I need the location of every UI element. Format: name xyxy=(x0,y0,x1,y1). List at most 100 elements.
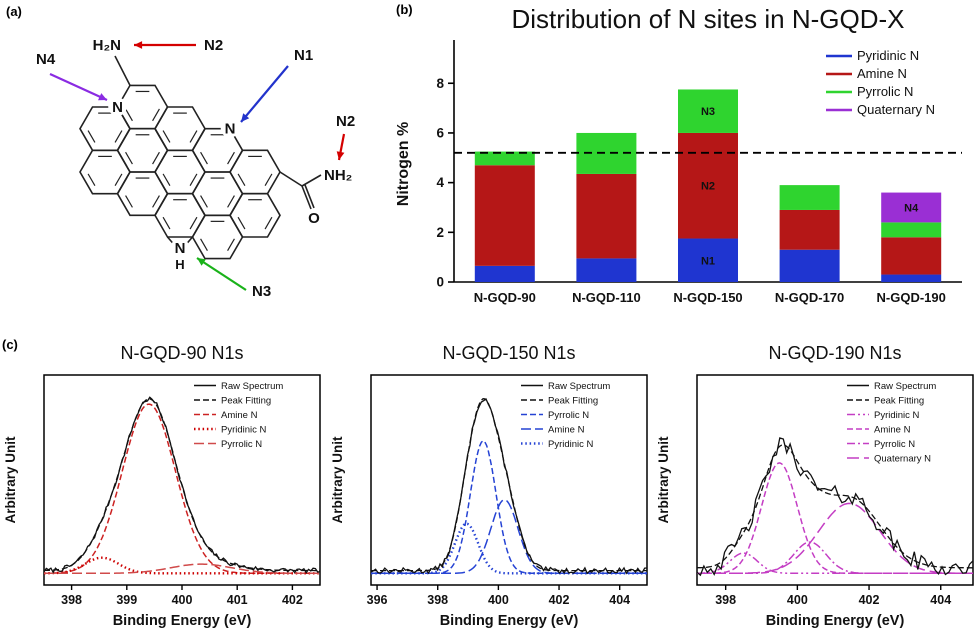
amine-group-label: H₂N xyxy=(93,37,121,54)
bond-amine xyxy=(114,55,131,86)
x-axis-label: Binding Energy (eV) xyxy=(113,613,252,629)
plot-frame xyxy=(370,374,648,586)
double-bond xyxy=(189,173,198,187)
y-tick-label: 2 xyxy=(436,225,444,240)
legend-label: Amine N xyxy=(548,425,585,436)
double-bond xyxy=(152,108,160,122)
plot-frame xyxy=(43,374,321,586)
plot-frame xyxy=(696,374,974,586)
x-category-label: N-GQD-110 xyxy=(572,290,641,305)
double-bond xyxy=(114,130,123,143)
legend-label: Amine N xyxy=(874,425,911,436)
double-bond xyxy=(162,173,171,187)
legend-label: Raw Spectrum xyxy=(874,381,936,392)
bar-segment-label: N3 xyxy=(701,106,715,118)
x-category-label: N-GQD-150 xyxy=(673,290,742,305)
bar-segment xyxy=(779,249,840,282)
bar-segment xyxy=(881,274,942,282)
amide-nitrogen: NH₂ xyxy=(324,167,352,184)
subplot-title: N-GQD-90 N1s xyxy=(120,343,243,363)
raw-curve xyxy=(370,397,648,575)
atom-halo xyxy=(171,256,189,273)
annotation-arrowhead xyxy=(134,41,143,49)
x-tick-label: 402 xyxy=(859,593,880,607)
double-bond xyxy=(237,216,246,230)
double-bond xyxy=(125,108,133,122)
site-label-n2-top: N2 xyxy=(204,37,223,54)
double-bond xyxy=(162,216,171,230)
double-bond xyxy=(152,195,160,208)
x-axis-label: Binding Energy (eV) xyxy=(766,613,905,629)
bar-segment xyxy=(678,132,738,239)
double-bond xyxy=(189,130,198,143)
x-category-label: N-GQD-90 xyxy=(474,290,536,305)
x-tick-label: 399 xyxy=(116,593,137,607)
bond-co-2 xyxy=(304,184,315,209)
legend-label: Amine N xyxy=(221,410,258,421)
y-tick-label: 6 xyxy=(436,125,444,140)
bar-segment xyxy=(678,89,738,133)
double-bond xyxy=(125,151,133,165)
component-curve xyxy=(44,556,320,575)
y-tick-label: 0 xyxy=(436,275,444,290)
annotation-arrow xyxy=(49,72,108,102)
site-label-n3: N3 xyxy=(252,283,271,300)
double-bond xyxy=(189,216,198,230)
double-bond xyxy=(227,151,235,165)
double-bond xyxy=(125,195,133,208)
bar-segment xyxy=(881,222,942,238)
x-tick-label: 400 xyxy=(787,593,808,607)
annotation-arrow xyxy=(240,65,289,123)
bar-segment xyxy=(779,185,840,210)
component-curve xyxy=(371,499,647,575)
legend-label: Pyridinic N xyxy=(548,439,594,450)
y-axis-label: Arbitrary Unit xyxy=(330,436,345,524)
subplot-title: N-GQD-150 N1s xyxy=(442,343,575,363)
legend-label: Amine N xyxy=(857,66,907,81)
bond-cn xyxy=(301,174,322,187)
bar-segment xyxy=(881,192,942,223)
x-axis-label: Binding Energy (eV) xyxy=(440,613,579,629)
bar-segment xyxy=(576,258,637,282)
double-bond xyxy=(227,195,235,208)
double-bond xyxy=(264,216,273,230)
xps-chart-ngqd150: N-GQD-150 N1s 396 398 400 402 404 Binding Ener… xyxy=(330,343,648,629)
component-curve xyxy=(697,462,973,575)
x-category-label: N-GQD-190 xyxy=(877,290,946,305)
subplot-title: N-GQD-190 N1s xyxy=(768,343,901,363)
component-curve xyxy=(43,403,320,575)
panel-a-label: (a) xyxy=(6,4,22,19)
pyrrolic-nitrogen: N xyxy=(175,240,186,257)
x-tick-label: 396 xyxy=(367,593,388,607)
amide-oxygen: O xyxy=(308,210,320,227)
legend-label: Peak Fitting xyxy=(874,396,924,407)
x-tick-label: 402 xyxy=(549,593,570,607)
raw-curve xyxy=(696,437,974,577)
x-tick-label: 402 xyxy=(282,593,303,607)
double-bond xyxy=(227,238,235,251)
component-curve xyxy=(371,522,647,575)
legend-label: Pyridinic N xyxy=(221,425,267,436)
legend-label: Pyridinic N xyxy=(857,48,919,63)
site-label-n4: N4 xyxy=(36,51,56,68)
legend-label: Raw Spectrum xyxy=(548,381,610,392)
component-curve xyxy=(697,541,973,575)
bond-co-1 xyxy=(301,185,312,210)
x-tick-label: 398 xyxy=(715,593,736,607)
double-bond xyxy=(200,195,208,208)
legend-label: Quaternary N xyxy=(874,454,931,465)
panel-b-label: (b) xyxy=(396,2,413,17)
raw-curve xyxy=(43,396,321,574)
legend-label: Pyridinic N xyxy=(874,410,920,421)
double-bond xyxy=(200,151,208,165)
legend-label: Pyrrolic N xyxy=(874,439,915,450)
x-tick-label: 398 xyxy=(427,593,448,607)
bar-chart-panel: Distribution of N sites in N-GQD-X Nitrog… xyxy=(395,4,962,305)
x-tick-label: 400 xyxy=(488,593,509,607)
component-curve xyxy=(44,563,320,575)
annotation-arrowhead xyxy=(197,258,206,266)
atom-halo xyxy=(108,97,127,117)
chart-title: Distribution of N sites in N-GQD-X xyxy=(512,4,905,34)
